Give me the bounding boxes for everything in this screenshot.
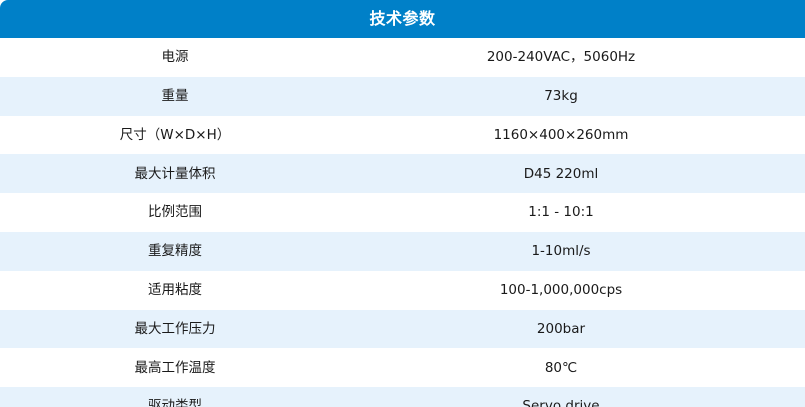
table-row: 比例范围 1:1 - 10:1 (0, 193, 805, 232)
parameter-label: 驱动类型 (148, 398, 202, 407)
parameter-label: 最大计量体积 (134, 165, 216, 182)
parameter-value: 1-10ml/s (531, 243, 591, 260)
parameter-value: 73kg (544, 88, 578, 105)
parameter-label: 最大工作压力 (134, 320, 216, 337)
parameter-value: 100-1,000,000cps (499, 282, 623, 299)
table-body: 电源 200-240VAC，5060Hz 重量 73kg 尺寸（W×D×H） 1… (0, 38, 805, 407)
table-row: 适用粘度 100-1,000,000cps (0, 270, 805, 310)
parameter-label: 尺寸（W×D×H） (119, 126, 231, 143)
parameter-value: 200-240VAC，5060Hz (486, 49, 636, 66)
parameter-value: 200bar (536, 320, 586, 337)
parameter-label: 最高工作温度 (134, 359, 216, 376)
parameter-value: 1160×400×260mm (493, 126, 629, 143)
table-row: 重量 73kg (0, 76, 805, 116)
parameter-label: 比例范围 (148, 204, 202, 221)
parameter-label: 重量 (161, 88, 189, 105)
parameter-value: 80℃ (544, 359, 578, 376)
table-row: 电源 200-240VAC，5060Hz (0, 38, 805, 77)
parameter-label: 电源 (161, 49, 189, 66)
table-header-bar: 技术参数 (0, 0, 805, 38)
parameter-label: 适用粘度 (148, 282, 202, 299)
table-row: 尺寸（W×D×H） 1160×400×260mm (0, 115, 805, 155)
parameter-value: 1:1 - 10:1 (528, 204, 594, 221)
parameter-value: Servo drive (522, 398, 600, 407)
table-row: 重复精度 1-10ml/s (0, 231, 805, 271)
table-row: 最大计量体积 D45 220ml (0, 154, 805, 194)
page-title: 技术参数 (369, 9, 436, 28)
table-row: 驱动类型 Servo drive (0, 387, 805, 407)
parameter-value: D45 220ml (523, 165, 599, 182)
table-row: 最大工作压力 200bar (0, 309, 805, 349)
table-row: 最高工作温度 80℃ (0, 348, 805, 388)
parameter-label: 重复精度 (148, 243, 202, 260)
